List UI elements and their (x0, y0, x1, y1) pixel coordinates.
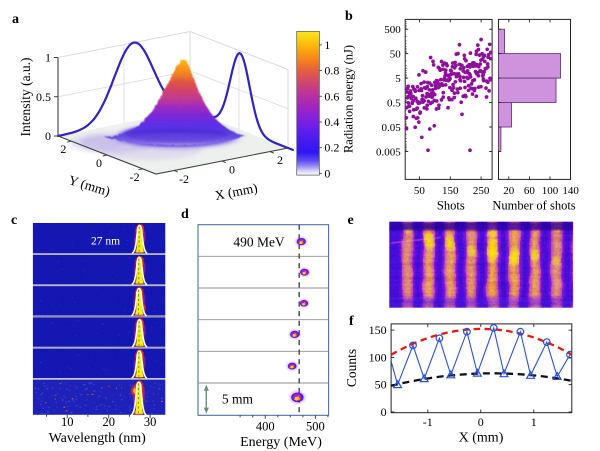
svg-text:d: d (181, 207, 189, 222)
svg-text:Radiation energy (nJ): Radiation energy (nJ) (342, 45, 356, 153)
svg-text:140: 140 (562, 185, 579, 197)
svg-text:150: 150 (369, 323, 387, 337)
svg-text:0: 0 (324, 166, 330, 180)
svg-text:0: 0 (229, 163, 235, 177)
svg-text:2: 2 (277, 153, 283, 167)
svg-text:150: 150 (442, 185, 459, 197)
svg-text:Y (mm): Y (mm) (67, 172, 112, 199)
svg-text:27 nm: 27 nm (91, 236, 120, 248)
svg-text:0.4: 0.4 (324, 115, 339, 129)
svg-text:10: 10 (61, 415, 74, 429)
svg-text:-2: -2 (130, 170, 140, 184)
svg-text:X (mm): X (mm) (214, 180, 259, 203)
svg-text:20: 20 (503, 185, 515, 197)
svg-text:a: a (12, 12, 19, 27)
svg-text:50: 50 (414, 185, 426, 197)
svg-text:0.005: 0.005 (376, 146, 401, 158)
svg-text:5: 5 (395, 73, 401, 85)
svg-text:-2: -2 (179, 172, 189, 186)
svg-text:500: 500 (306, 420, 325, 434)
svg-text:0: 0 (478, 415, 484, 429)
svg-text:0.8: 0.8 (324, 64, 339, 78)
svg-text:1: 1 (531, 415, 537, 429)
svg-text:60: 60 (524, 185, 536, 197)
svg-text:0: 0 (381, 405, 387, 419)
svg-text:Shots: Shots (437, 199, 465, 213)
svg-text:50: 50 (390, 48, 402, 60)
svg-text:2: 2 (60, 142, 66, 156)
svg-text:0.2: 0.2 (324, 141, 339, 155)
svg-text:500: 500 (384, 24, 401, 36)
svg-text:e: e (348, 213, 354, 228)
svg-text:100: 100 (369, 350, 387, 364)
svg-text:0.5: 0.5 (36, 90, 51, 104)
svg-text:100: 100 (542, 185, 559, 197)
svg-text:Counts: Counts (344, 349, 359, 387)
svg-text:X (mm): X (mm) (459, 431, 504, 446)
svg-text:Energy (MeV): Energy (MeV) (240, 435, 322, 450)
svg-text:0.05: 0.05 (381, 122, 401, 134)
svg-text:400: 400 (256, 420, 275, 434)
svg-text:f: f (349, 314, 354, 329)
svg-text:50: 50 (375, 378, 387, 392)
svg-text:20: 20 (102, 415, 115, 429)
svg-text:1: 1 (324, 38, 330, 52)
svg-text:1: 1 (45, 51, 51, 65)
svg-text:30: 30 (144, 415, 157, 429)
svg-text:490 MeV: 490 MeV (233, 235, 285, 250)
svg-text:5 mm: 5 mm (222, 392, 254, 407)
svg-text:Wavelength (nm): Wavelength (nm) (49, 431, 147, 446)
svg-text:0: 0 (96, 156, 102, 170)
svg-text:250: 250 (473, 185, 490, 197)
svg-text:-1: -1 (423, 415, 433, 429)
svg-text:Intensity (a.u.): Intensity (a.u.) (18, 57, 33, 136)
svg-text:0: 0 (45, 129, 51, 143)
svg-text:c: c (11, 213, 17, 228)
svg-text:Number of shots: Number of shots (492, 199, 575, 213)
svg-text:0.6: 0.6 (324, 89, 339, 103)
svg-text:b: b (345, 9, 353, 24)
svg-text:0.5: 0.5 (387, 97, 401, 109)
